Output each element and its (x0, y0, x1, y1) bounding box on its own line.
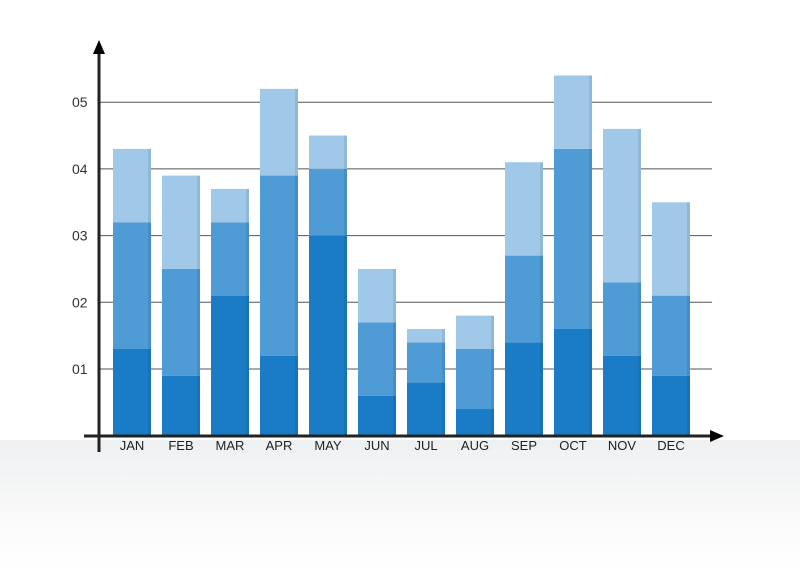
bar-side-shade (491, 315, 494, 436)
bar-segment-may-2 (309, 168, 347, 236)
bar-side-shade (638, 128, 641, 436)
bar-segment-oct-3 (554, 75, 592, 149)
bar-segment-jan-2 (113, 222, 151, 349)
y-axis-arrow (93, 40, 105, 54)
x-tick-label: OCT (559, 438, 587, 453)
x-tick-label: MAY (314, 438, 342, 453)
bar-segment-feb-1 (162, 375, 200, 436)
x-tick-label: DEC (657, 438, 684, 453)
bar-segment-nov-2 (603, 282, 641, 356)
bar-side-shade (687, 202, 690, 436)
bar-segment-nov-1 (603, 355, 641, 436)
bar-side-shade (246, 188, 249, 436)
bar-segment-sep-1 (505, 342, 543, 436)
x-tick-label: AUG (461, 438, 489, 453)
bar-segment-oct-2 (554, 148, 592, 329)
bar-segment-aug-1 (456, 409, 494, 436)
bar-segment-jun-2 (358, 322, 396, 396)
bar-segment-dec-2 (652, 295, 690, 376)
x-tick-label: FEB (168, 438, 193, 453)
bar-segment-jun-3 (358, 268, 396, 323)
y-tick-label: 02 (72, 294, 88, 310)
bar-side-shade (589, 75, 592, 436)
bar-segment-oct-1 (554, 328, 592, 436)
bar-segment-aug-3 (456, 315, 494, 349)
bar-segment-apr-1 (260, 355, 298, 436)
x-axis-arrow (710, 430, 724, 442)
y-tick-label: 01 (72, 361, 88, 377)
bar-segment-jul-2 (407, 342, 445, 383)
bar-segment-sep-3 (505, 162, 543, 256)
bar-segment-mar-1 (211, 295, 249, 436)
bar-segment-jun-1 (358, 395, 396, 436)
bar-segment-nov-3 (603, 128, 641, 283)
y-tick-label: 03 (72, 228, 88, 244)
bar-segment-may-1 (309, 235, 347, 436)
bar-segment-mar-2 (211, 222, 249, 296)
bar-segment-apr-2 (260, 175, 298, 356)
bar-segment-may-3 (309, 135, 347, 169)
bar-side-shade (148, 148, 151, 436)
bar-side-shade (393, 268, 396, 436)
bar-segment-jul-3 (407, 328, 445, 343)
x-tick-label: JUL (414, 438, 437, 453)
y-tick-label: 05 (72, 94, 88, 110)
bar-segment-apr-3 (260, 88, 298, 176)
bar-side-shade (540, 162, 543, 436)
bar-segment-sep-2 (505, 255, 543, 343)
reflective-floor (0, 440, 800, 572)
bar-side-shade (344, 135, 347, 436)
bar-segment-dec-1 (652, 375, 690, 436)
y-tick-label: 04 (72, 161, 88, 177)
bar-side-shade (295, 88, 298, 436)
bar-segment-jan-1 (113, 348, 151, 436)
bar-segment-feb-2 (162, 268, 200, 376)
x-tick-label: APR (266, 438, 293, 453)
bar-segment-mar-3 (211, 188, 249, 223)
bar-segment-aug-2 (456, 348, 494, 410)
bar-segment-feb-3 (162, 175, 200, 269)
bar-side-shade (197, 175, 200, 436)
x-tick-label: JUN (364, 438, 389, 453)
bar-segment-jul-1 (407, 382, 445, 436)
bar-segment-dec-3 (652, 202, 690, 296)
bar-side-shade (442, 328, 445, 436)
x-tick-label: SEP (511, 438, 537, 453)
x-tick-label: NOV (608, 438, 637, 453)
x-tick-label: MAR (216, 438, 245, 453)
bar-segment-jan-3 (113, 148, 151, 223)
x-tick-label: JAN (120, 438, 145, 453)
